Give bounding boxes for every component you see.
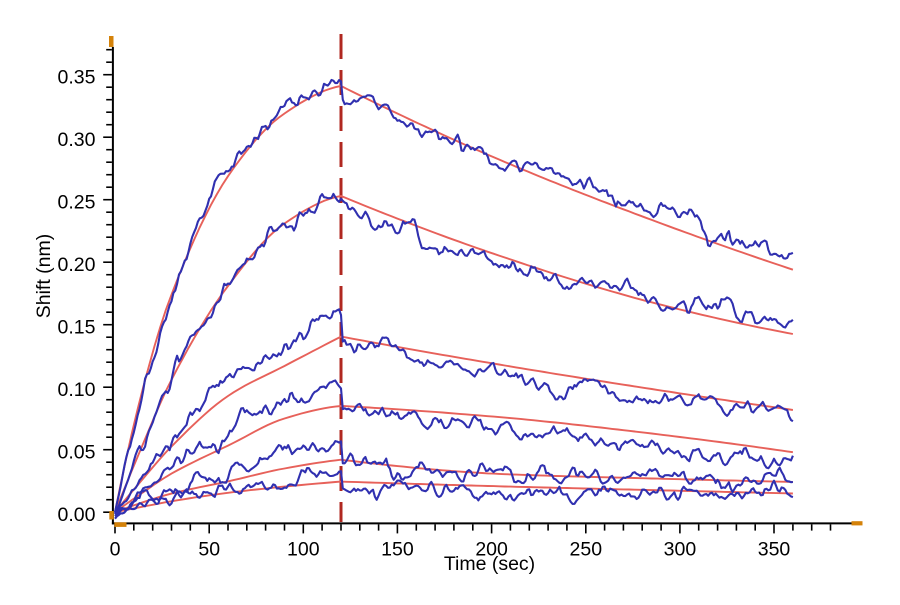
svg-text:Shift (nm): Shift (nm) [33,234,55,319]
svg-text:0: 0 [110,539,121,561]
svg-text:0.30: 0.30 [58,129,96,151]
svg-text:250: 250 [570,539,603,561]
svg-text:300: 300 [664,539,697,561]
svg-text:200: 200 [475,539,508,561]
svg-text:0.05: 0.05 [58,441,96,463]
svg-text:0.20: 0.20 [58,254,96,276]
svg-text:50: 50 [198,539,220,561]
svg-text:0.10: 0.10 [58,379,96,401]
svg-text:100: 100 [287,539,320,561]
svg-text:350: 350 [758,539,791,561]
svg-text:0.00: 0.00 [58,504,96,526]
svg-text:Time (sec): Time (sec) [444,553,535,575]
svg-text:0.15: 0.15 [58,316,96,338]
svg-text:0.25: 0.25 [58,191,96,213]
svg-text:0.35: 0.35 [58,66,96,88]
svg-text:150: 150 [381,539,414,561]
